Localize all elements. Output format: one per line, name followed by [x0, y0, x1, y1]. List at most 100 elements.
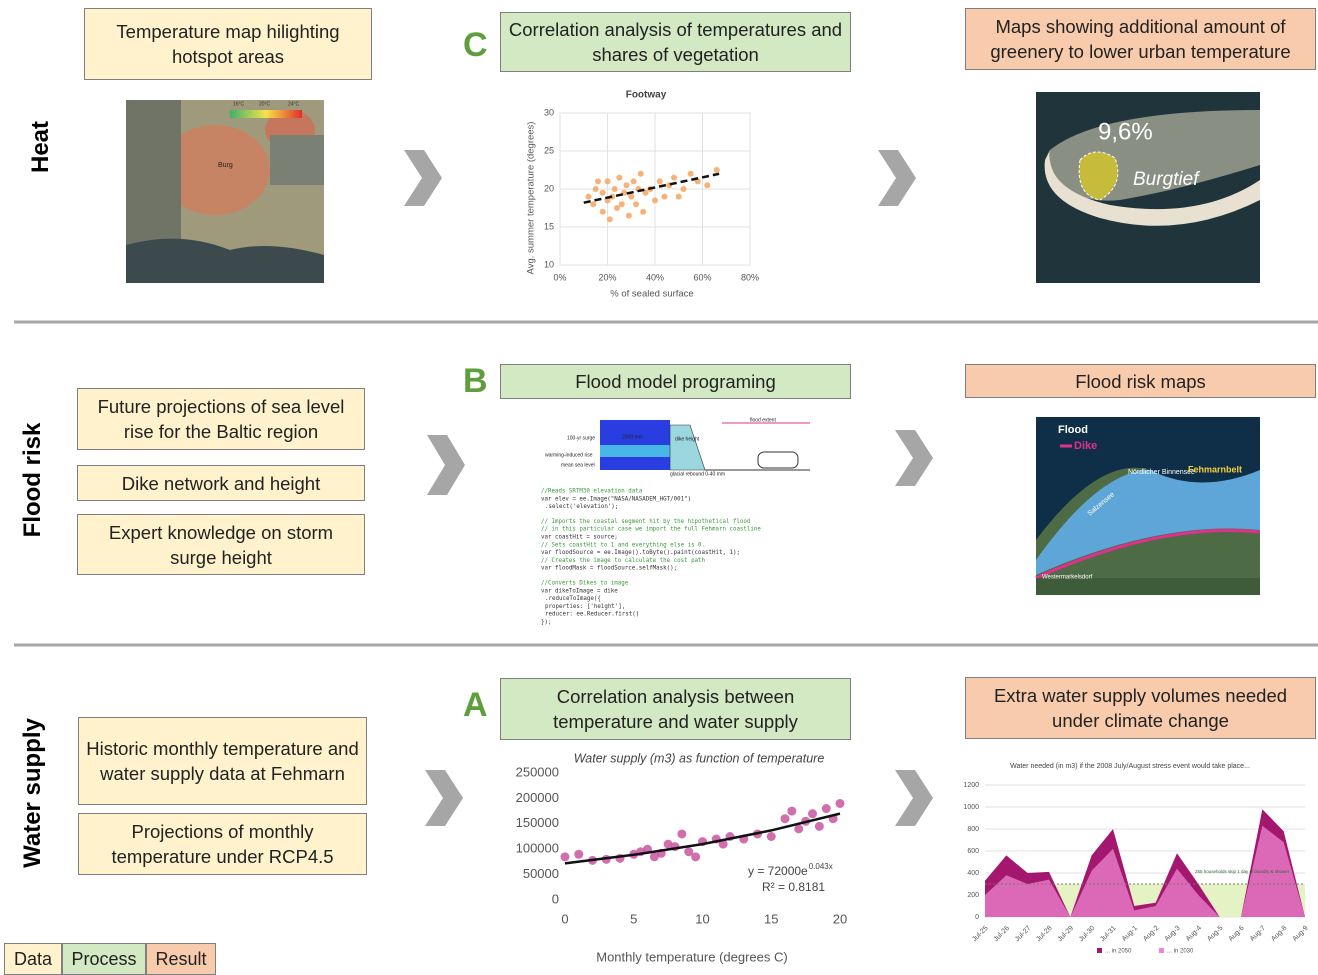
- label: Water needed (in m3) if the 2008 July/Au…: [1010, 763, 1250, 770]
- flood-map: [1036, 417, 1260, 595]
- label: 24°C: [288, 101, 300, 107]
- point: [767, 832, 776, 841]
- data-box: Temperature map hilighting hotspot areas: [84, 8, 372, 80]
- point: [633, 201, 639, 207]
- label: ... in 2030: [1167, 949, 1194, 955]
- point: [836, 799, 845, 808]
- label: 10: [544, 259, 554, 269]
- label: Footway: [626, 90, 667, 101]
- legend-swatch: [1159, 948, 1164, 953]
- legend-result: Result: [146, 943, 216, 975]
- process-box: Correlation analysis between temperature…: [500, 678, 851, 740]
- result-box: Flood risk maps: [965, 364, 1316, 398]
- scale-bar: [230, 110, 302, 118]
- label: 0: [975, 914, 979, 921]
- label: Water supply (m3) as function of tempera…: [574, 751, 825, 765]
- data-box: Dike network and height: [77, 465, 365, 501]
- process-letter: A: [463, 686, 488, 725]
- point: [616, 175, 622, 181]
- label: 2000 mm: [622, 434, 643, 440]
- label: y = 72000e: [748, 864, 808, 878]
- label: ... in 2050: [1105, 949, 1132, 955]
- point: [652, 197, 658, 203]
- label: Aug-1: [1121, 925, 1139, 943]
- point: [619, 201, 625, 207]
- label: Aug-2: [1142, 925, 1160, 943]
- row-label: Heat: [27, 121, 54, 173]
- label: 20: [833, 911, 847, 926]
- point: [676, 194, 682, 200]
- label: 50000: [523, 866, 559, 881]
- point: [612, 186, 618, 192]
- point: [681, 186, 687, 192]
- point: [677, 829, 686, 838]
- label: //Reads SRTM30 elevation data: [541, 489, 642, 495]
- label: Aug-7: [1249, 925, 1267, 943]
- label: 10: [695, 911, 709, 926]
- label: 100-yr surge: [567, 435, 595, 441]
- label: 100000: [516, 841, 559, 856]
- label: 0: [552, 891, 559, 906]
- label: 16°C: [233, 101, 245, 107]
- label: 1200: [963, 782, 979, 789]
- label: properties: ['height'],: [545, 604, 625, 610]
- label: var coastHit = source;: [541, 535, 618, 541]
- label: Jul-28: [1035, 925, 1054, 944]
- label: Fehmarnbelt: [1188, 464, 1242, 474]
- point: [815, 822, 824, 831]
- label: 25: [544, 145, 554, 155]
- process-box: Correlation analysis of temperatures and…: [500, 12, 851, 72]
- point: [605, 178, 611, 184]
- label: Dike: [1074, 440, 1097, 452]
- point: [787, 807, 796, 816]
- point: [662, 194, 668, 200]
- point: [628, 194, 634, 200]
- dike-shape: [670, 425, 705, 470]
- label: Burg: [218, 162, 233, 169]
- label: // in this particular case we import the…: [541, 527, 761, 533]
- label: 800: [967, 826, 979, 833]
- point: [640, 209, 646, 215]
- label: Jul-26: [993, 925, 1012, 944]
- label: 400: [967, 870, 979, 877]
- label: Jul-27: [1014, 925, 1033, 944]
- label: 0.043x: [809, 862, 833, 871]
- label: mean sea level: [561, 462, 595, 468]
- row-label: Water supply: [19, 717, 46, 867]
- label: 20°C: [259, 101, 271, 107]
- label: // Sets coastHit to 1 and everything els…: [541, 542, 705, 548]
- legend-data: Data: [4, 943, 62, 975]
- label: //Converts Dikes to image: [541, 581, 629, 587]
- label: });: [541, 620, 551, 626]
- label: Jul-30: [1078, 925, 1097, 944]
- data-box: Historic monthly temperature and water s…: [78, 717, 367, 805]
- label: 0%: [553, 272, 566, 282]
- label: Burgtief: [1133, 169, 1200, 190]
- label: 40%: [646, 272, 664, 282]
- legend-process: Process: [62, 943, 146, 975]
- result-box: Extra water supply volumes needed under …: [965, 677, 1316, 739]
- label: 200000: [516, 790, 559, 805]
- label: 200: [967, 892, 979, 899]
- page: Heat Flood risk Water supply 16°C 20°C 24°…: [0, 0, 1318, 975]
- label: var floodSource = ee.Image().toByte().pa…: [541, 550, 740, 556]
- point: [593, 186, 599, 192]
- process-box: Flood model programing: [500, 364, 851, 399]
- point: [590, 201, 596, 207]
- label: 0: [561, 911, 568, 926]
- row-label: Flood risk: [19, 422, 46, 537]
- point: [600, 190, 606, 196]
- chevron: [895, 770, 933, 826]
- point: [607, 216, 613, 222]
- label: 9,6%: [1098, 118, 1153, 145]
- point: [626, 213, 632, 219]
- water-rise: [600, 445, 670, 457]
- label: 60%: [693, 272, 711, 282]
- label: glacial rebound 0-40 mm: [670, 471, 725, 477]
- label: 20: [544, 183, 554, 193]
- label: Aug-8: [1270, 925, 1288, 943]
- process-letter: C: [463, 26, 488, 65]
- label: 150000: [516, 815, 559, 830]
- chevron: [895, 430, 933, 486]
- result-box: Maps showing additional amount of greene…: [965, 8, 1316, 70]
